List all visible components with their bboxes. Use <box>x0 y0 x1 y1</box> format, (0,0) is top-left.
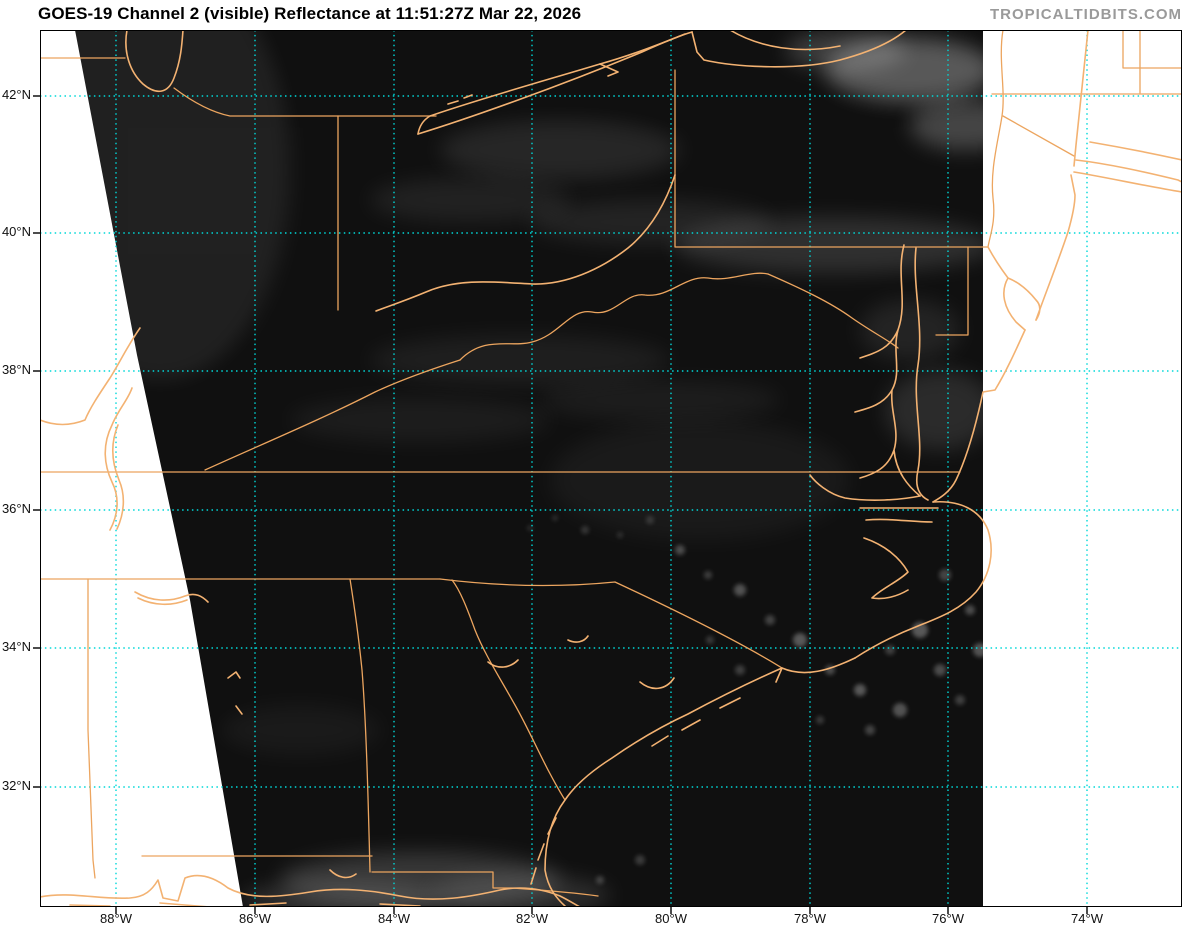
lat-tick-marks <box>33 95 40 788</box>
lon-tick-label: 74°W <box>1071 911 1103 926</box>
lon-tick-label: 76°W <box>932 911 964 926</box>
lat-tick-label: 40°N <box>1 224 31 239</box>
lon-tick-label: 84°W <box>378 911 410 926</box>
lon-tick-label: 88°W <box>100 911 132 926</box>
map-plot-frame <box>40 30 1182 907</box>
lon-tick-label: 80°W <box>655 911 687 926</box>
lon-tick-label: 86°W <box>239 911 271 926</box>
lat-tick-label: 42°N <box>1 87 31 102</box>
lon-tick-label: 78°W <box>794 911 826 926</box>
lat-tick-label: 34°N <box>1 639 31 654</box>
site-watermark: TROPICALTIDBITS.COM <box>989 6 1182 23</box>
lat-tick-label: 32°N <box>1 778 31 793</box>
page-title: GOES-19 Channel 2 (visible) Reflectance … <box>38 4 582 23</box>
lat-tick-label: 38°N <box>1 362 31 377</box>
lat-tick-label: 36°N <box>1 501 31 516</box>
lon-tick-label: 82°W <box>516 911 548 926</box>
